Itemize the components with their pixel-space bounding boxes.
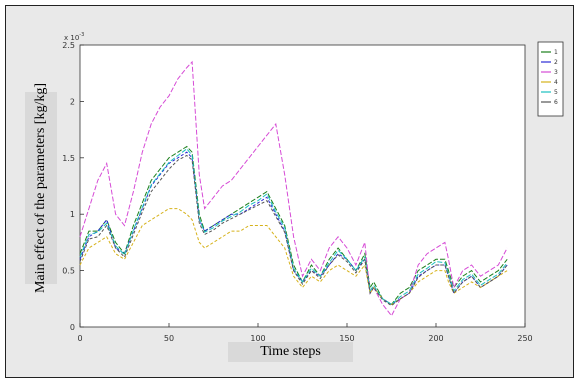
y-exponent-label: x 10-3 bbox=[64, 32, 84, 42]
legend-label: 1 bbox=[554, 49, 558, 56]
series-lines bbox=[79, 60, 508, 317]
x-axis-label: Time steps bbox=[260, 344, 321, 359]
y-axis-label-background bbox=[25, 92, 57, 284]
series-line-4 bbox=[79, 208, 508, 305]
legend-label: 4 bbox=[554, 79, 558, 86]
legend-label: 6 bbox=[554, 99, 558, 106]
y-tick-label: 1 bbox=[70, 210, 75, 219]
x-axis-label-background: Time steps bbox=[228, 342, 353, 362]
series-line-1 bbox=[79, 145, 508, 306]
series-line-5 bbox=[79, 148, 508, 306]
y-tick-label: 2 bbox=[70, 97, 75, 106]
y-tick-label: 2.5 bbox=[62, 41, 75, 50]
x-tick-label: 0 bbox=[77, 334, 82, 343]
legend-label: 2 bbox=[554, 59, 558, 66]
legend: 1 2 3 4 5 6 bbox=[537, 41, 564, 117]
x-tick-label: 250 bbox=[517, 334, 532, 343]
series-line-2 bbox=[79, 151, 508, 305]
y-tick-label: 0 bbox=[70, 323, 75, 332]
axis-ticks: 0 50 100 150 200 250 0 0.5 1 1.5 2 2.5 bbox=[62, 41, 532, 343]
series-line-3 bbox=[79, 60, 508, 317]
legend-label: 5 bbox=[554, 89, 558, 96]
y-tick-label: 0.5 bbox=[62, 267, 75, 276]
y-tick-label: 1.5 bbox=[62, 154, 75, 163]
x-tick-label: 150 bbox=[339, 334, 354, 343]
legend-label: 3 bbox=[554, 69, 558, 76]
y-axis-label: Main effect of the parameters [kg/kg] bbox=[33, 82, 48, 294]
x-tick-label: 200 bbox=[428, 334, 443, 343]
series-line-6 bbox=[79, 154, 508, 307]
x-tick-label: 50 bbox=[164, 334, 174, 343]
x-tick-label: 100 bbox=[250, 334, 265, 343]
